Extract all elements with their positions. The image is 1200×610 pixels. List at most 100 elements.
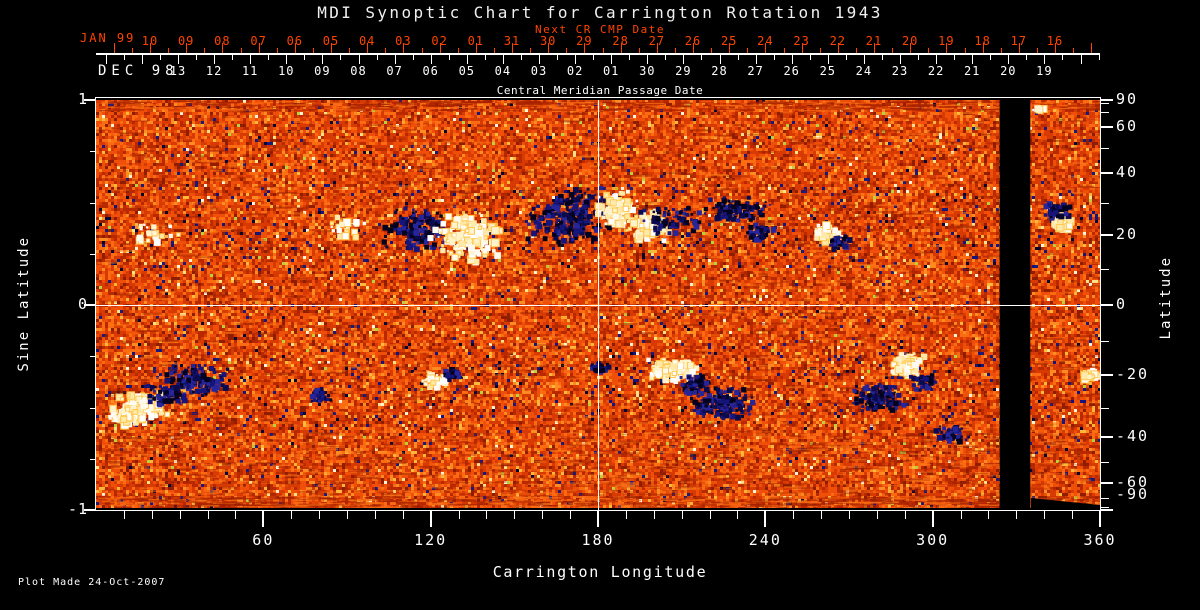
cmp-halfday-tick bbox=[1062, 55, 1064, 60]
cmp-day-tick bbox=[827, 55, 829, 64]
x-tick-label: 180 bbox=[581, 531, 615, 549]
cmp-halfday-tick bbox=[268, 55, 270, 60]
next-cr-day-label: 31 bbox=[503, 34, 521, 48]
x-minor-tick bbox=[821, 511, 823, 519]
cmp-day-tick bbox=[394, 55, 396, 64]
y-right-tick-label: -90 bbox=[1116, 485, 1150, 503]
next-cr-day-label: 03 bbox=[395, 34, 412, 48]
next-cr-day-tick bbox=[584, 43, 586, 54]
cmp-day-tick bbox=[1044, 55, 1046, 64]
next-cr-halfday-tick bbox=[928, 48, 930, 54]
next-cr-halfday-tick bbox=[638, 48, 640, 54]
next-cr-halfday-tick bbox=[711, 48, 713, 54]
cmp-halfday-tick bbox=[629, 55, 631, 60]
next-cr-halfday-tick bbox=[530, 48, 532, 54]
next-cr-day-label: 24 bbox=[757, 34, 774, 48]
cmp-halfday-tick bbox=[918, 55, 920, 60]
cmp-day-label: 13 bbox=[169, 64, 187, 78]
next-cr-halfday-tick bbox=[204, 48, 206, 54]
x-minor-tick bbox=[235, 511, 237, 519]
y-right-tick-label: 20 bbox=[1116, 224, 1139, 243]
x-minor-tick bbox=[151, 511, 153, 519]
cmp-day-label: 03 bbox=[530, 64, 548, 78]
y-left-major-tick bbox=[84, 509, 96, 511]
y-axis-right-line bbox=[1100, 97, 1101, 511]
x-minor-tick bbox=[374, 511, 376, 519]
y-right-major-tick bbox=[1101, 435, 1113, 438]
next-cr-halfday-tick bbox=[674, 48, 676, 54]
cmp-halfday-tick bbox=[557, 55, 559, 60]
cmp-day-tick bbox=[972, 55, 974, 64]
x-tick-label: 360 bbox=[1083, 531, 1117, 549]
next-cr-day-label: 05 bbox=[322, 34, 340, 48]
cmp-halfday-tick bbox=[376, 55, 378, 60]
y-right-minor-tick bbox=[1101, 202, 1109, 204]
x-tick-label: 240 bbox=[748, 531, 782, 549]
y-right-minor-tick bbox=[1101, 269, 1109, 271]
cmp-halfday-tick bbox=[123, 55, 125, 60]
y-left-tick-label: 1 bbox=[77, 90, 88, 108]
x-major-tick bbox=[931, 511, 934, 527]
cmp-halfday-tick bbox=[701, 55, 703, 60]
cmp-day-tick bbox=[936, 55, 938, 64]
cmp-day-label: 29 bbox=[675, 64, 692, 78]
cmp-halfday-tick bbox=[990, 55, 992, 60]
y-right-minor-tick bbox=[1101, 407, 1109, 409]
cmp-day-tick bbox=[755, 55, 757, 64]
y-left-minor-tick bbox=[90, 202, 96, 204]
cmp-day-label: 19 bbox=[1036, 64, 1053, 78]
next-cr-day-label: 17 bbox=[1010, 34, 1028, 48]
next-cr-day-label: 07 bbox=[250, 34, 267, 48]
y-right-tick-label: -20 bbox=[1116, 365, 1150, 384]
y-right-major-tick bbox=[1101, 509, 1113, 511]
cmp-day-tick bbox=[322, 55, 324, 64]
cmp-day-tick bbox=[683, 55, 685, 64]
next-cr-halfday-tick bbox=[1000, 48, 1002, 54]
cmp-halfday-tick bbox=[1026, 55, 1028, 60]
next-cr-axis-title: Next CR CMP Date bbox=[535, 23, 665, 36]
x-minor-tick bbox=[793, 511, 795, 519]
next-cr-day-tick bbox=[331, 43, 332, 54]
x-minor-tick bbox=[960, 511, 962, 519]
next-cr-halfday-tick bbox=[312, 48, 314, 54]
cmp-axis-line bbox=[96, 53, 1100, 55]
cmp-day-tick bbox=[1008, 55, 1010, 64]
cmp-halfday-tick bbox=[593, 55, 595, 60]
y-left-major-tick bbox=[84, 304, 96, 306]
x-minor-tick bbox=[570, 511, 572, 519]
cmp-day-tick bbox=[105, 55, 107, 64]
cmp-day-label: 08 bbox=[350, 64, 367, 78]
cmp-day-label: 24 bbox=[855, 64, 873, 78]
next-cr-day-tick bbox=[1091, 43, 1093, 54]
cmp-day-label: 01 bbox=[602, 64, 620, 78]
next-cr-day-tick bbox=[837, 43, 839, 54]
cmp-day-label: 30 bbox=[639, 64, 656, 78]
x-minor-tick bbox=[319, 511, 321, 519]
cmp-day-label: 06 bbox=[422, 64, 439, 78]
y-right-major-tick bbox=[1101, 99, 1113, 101]
next-cr-day-tick bbox=[910, 43, 912, 54]
next-cr-halfday-tick bbox=[457, 48, 459, 54]
cmp-day-label: 21 bbox=[963, 64, 981, 78]
x-major-tick bbox=[262, 511, 265, 527]
next-cr-day-label: 29 bbox=[576, 34, 593, 48]
next-cr-halfday-tick bbox=[1073, 48, 1075, 54]
next-cr-day-tick bbox=[113, 43, 115, 54]
next-cr-halfday-tick bbox=[566, 48, 568, 54]
y-left-minor-tick bbox=[90, 356, 96, 358]
x-minor-tick bbox=[1072, 511, 1074, 519]
next-cr-halfday-tick bbox=[1036, 48, 1038, 54]
x-minor-tick bbox=[849, 511, 850, 519]
next-cr-day-tick bbox=[186, 43, 188, 54]
x-minor-tick bbox=[514, 511, 516, 519]
next-cr-halfday-tick bbox=[385, 48, 387, 54]
next-cr-day-label: 18 bbox=[974, 34, 991, 48]
x-tick-label: 120 bbox=[414, 531, 448, 549]
cmp-day-label: 20 bbox=[1000, 64, 1017, 78]
cmp-halfday-tick bbox=[737, 55, 739, 60]
next-cr-day-tick bbox=[222, 43, 224, 54]
cmp-day-label: 26 bbox=[783, 64, 800, 78]
cmp-halfday-tick bbox=[809, 55, 811, 60]
x-minor-tick bbox=[402, 511, 404, 519]
next-cr-day-tick bbox=[946, 43, 948, 54]
